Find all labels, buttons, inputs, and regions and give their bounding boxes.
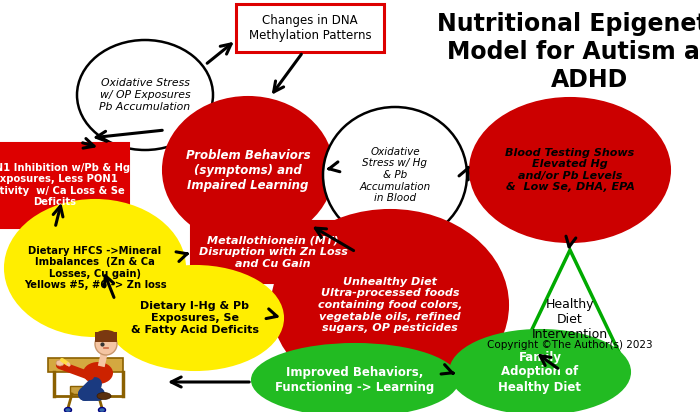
Text: Healthy
Diet
Intervention: Healthy Diet Intervention [532, 298, 608, 341]
Text: Dietary HFCS ->Mineral
Imbalances  (Zn & Ca
Losses, Cu gain)
Yellows #5, #6 -> Z: Dietary HFCS ->Mineral Imbalances (Zn & … [24, 246, 167, 290]
Ellipse shape [323, 107, 467, 243]
Text: PON1 Inhibition w/Pb & Hg
Exposures, Less PON1
Activity  w/ Ca Loss & Se
Deficit: PON1 Inhibition w/Pb & Hg Exposures, Les… [0, 163, 131, 207]
FancyBboxPatch shape [0, 143, 129, 227]
Ellipse shape [470, 98, 670, 242]
FancyBboxPatch shape [48, 358, 123, 372]
Ellipse shape [97, 393, 111, 400]
Text: Copyright ©The Author(s) 2023: Copyright ©The Author(s) 2023 [487, 340, 653, 350]
FancyBboxPatch shape [70, 386, 100, 394]
Text: Problem Behaviors
(symptoms) and
Impaired Learning: Problem Behaviors (symptoms) and Impaire… [186, 148, 310, 192]
Text: Blood Testing Shows
Elevated Hg
and/or Pb Levels
&  Low Se, DHA, EPA: Blood Testing Shows Elevated Hg and/or P… [505, 147, 635, 192]
Ellipse shape [64, 407, 71, 412]
Polygon shape [512, 250, 627, 370]
Ellipse shape [95, 333, 117, 355]
Ellipse shape [83, 362, 113, 384]
Ellipse shape [107, 266, 283, 370]
Text: Oxidative Stress
w/ OP Exposures
Pb Accumulation: Oxidative Stress w/ OP Exposures Pb Accu… [99, 78, 190, 112]
Text: Dietary I-Hg & Pb
Exposures, Se
& Fatty Acid Deficits: Dietary I-Hg & Pb Exposures, Se & Fatty … [131, 302, 259, 335]
Ellipse shape [163, 97, 333, 243]
Text: Changes in DNA
Methylation Patterns: Changes in DNA Methylation Patterns [248, 14, 371, 42]
Ellipse shape [99, 407, 106, 412]
Ellipse shape [252, 344, 458, 412]
Ellipse shape [5, 200, 185, 336]
Text: Oxidative
Stress w/ Hg
& Pb
Accumulation
in Blood: Oxidative Stress w/ Hg & Pb Accumulation… [359, 147, 430, 203]
Ellipse shape [77, 40, 213, 150]
Text: Metallothionein (MT)
Disruption with Zn Loss
and Cu Gain: Metallothionein (MT) Disruption with Zn … [199, 235, 347, 269]
FancyBboxPatch shape [190, 221, 356, 283]
Text: Unhealthy Diet
Ultra-processed foods
containing food colors,
vegetable oils, ref: Unhealthy Diet Ultra-processed foods con… [318, 277, 462, 333]
Ellipse shape [95, 330, 117, 342]
Text: Improved Behaviors,
Functioning -> Learning: Improved Behaviors, Functioning -> Learn… [275, 366, 435, 394]
Text: Nutritional Epigenetics
Model for Autism and
ADHD: Nutritional Epigenetics Model for Autism… [437, 12, 700, 91]
Text: Family
Adoption of
Healthy Diet: Family Adoption of Healthy Diet [498, 351, 582, 393]
Ellipse shape [272, 210, 508, 400]
Ellipse shape [450, 330, 630, 412]
Ellipse shape [56, 360, 64, 366]
FancyBboxPatch shape [95, 332, 117, 342]
FancyBboxPatch shape [236, 4, 384, 52]
